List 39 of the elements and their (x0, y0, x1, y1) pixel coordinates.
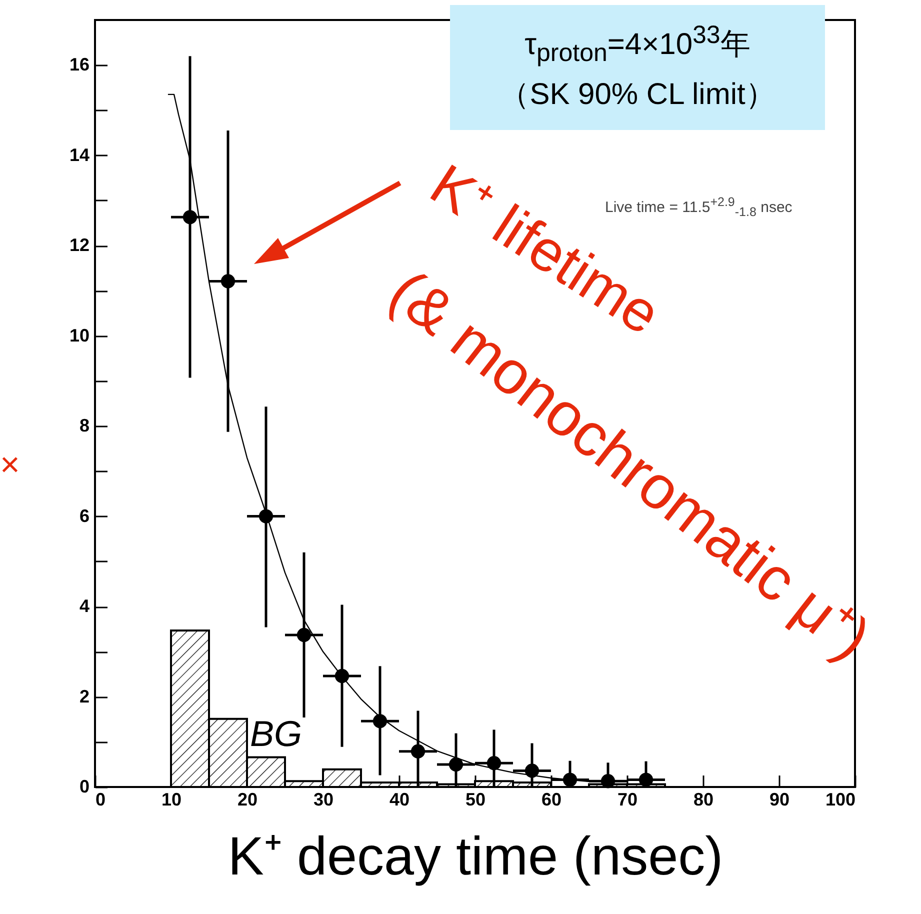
x-tick-label: 100 (825, 790, 856, 810)
x-tick-label: 60 (541, 790, 562, 810)
y-tick-label: 8 (79, 416, 90, 436)
x-tick-label: 50 (465, 790, 486, 810)
x-axis-title: K⁺ decay time (nsec) (228, 826, 724, 886)
annotation: BG (250, 713, 302, 754)
point (410, 744, 426, 758)
point (372, 714, 388, 728)
y-tick-label: 10 (69, 325, 90, 346)
text: × (0, 446, 20, 484)
x-tick-label: 20 (237, 790, 258, 810)
x-tick-label: 80 (693, 790, 714, 810)
point (562, 772, 578, 787)
annotation: τ$_{proton}$=4×10$^{33}$年 (524, 21, 752, 67)
x-tick-label: 70 (617, 790, 638, 810)
point (524, 764, 540, 778)
x-tick-label: 90 (769, 790, 790, 810)
x-tick-label: 40 (389, 790, 410, 810)
point (296, 628, 312, 642)
y-tick-label: 14 (69, 144, 90, 165)
y-tick-label: 6 (79, 506, 90, 526)
x-tick-label: 30 (313, 790, 334, 810)
point (182, 210, 198, 224)
point (600, 774, 616, 788)
x-tick-label: 0 (96, 790, 106, 810)
annotation: （SK 90% CL limit） (498, 78, 776, 111)
point (486, 756, 502, 770)
point (334, 668, 350, 684)
y-tick-label: 0 (79, 776, 90, 796)
y-tick-label: 4 (79, 596, 90, 616)
x-tick-label: 10 (161, 790, 182, 810)
text-box: τ$_{proton}$=4×10$^{33}$年 （SK 90% CL limit） (450, 5, 825, 130)
y-tick-label: 16 (69, 54, 90, 75)
point (638, 772, 654, 787)
point (220, 274, 236, 288)
y-tick-label: 12 (69, 235, 90, 256)
y-tick-label: 2 (79, 686, 90, 706)
point (448, 757, 464, 772)
point (258, 509, 274, 524)
